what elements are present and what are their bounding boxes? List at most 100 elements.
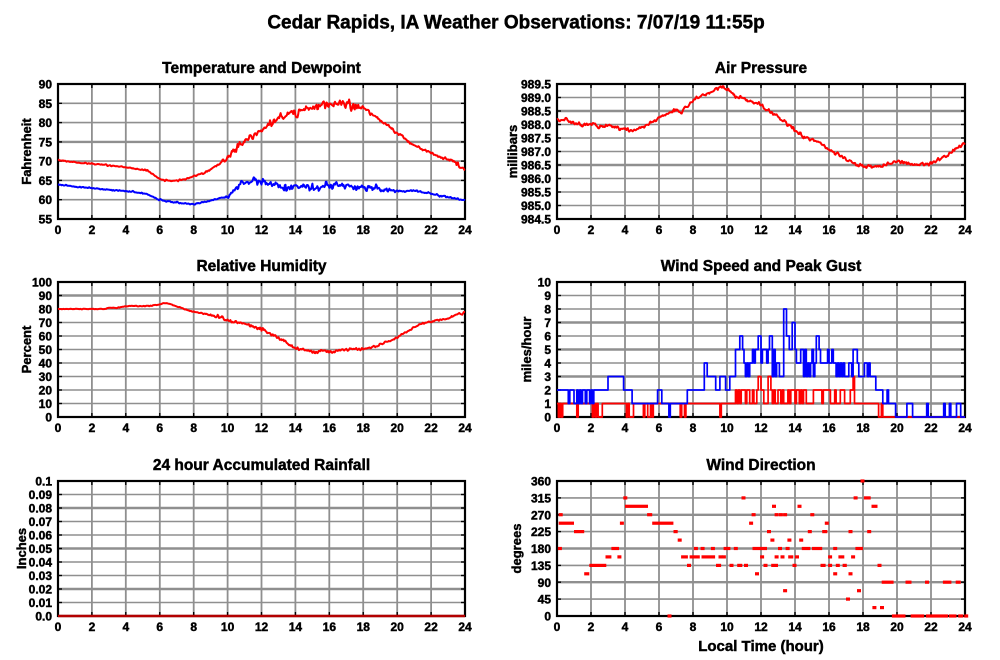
svg-text:20: 20 [890, 620, 904, 634]
svg-text:60: 60 [39, 330, 53, 344]
svg-text:0: 0 [544, 610, 551, 624]
svg-text:14: 14 [788, 421, 802, 435]
svg-text:0.06: 0.06 [29, 529, 53, 543]
svg-text:0: 0 [554, 223, 561, 237]
svg-text:65: 65 [39, 174, 53, 188]
svg-text:3: 3 [544, 370, 551, 384]
svg-text:Relative Humidity: Relative Humidity [196, 258, 326, 275]
svg-text:2: 2 [588, 223, 595, 237]
svg-text:7: 7 [544, 316, 551, 330]
svg-text:80: 80 [39, 303, 53, 317]
svg-text:18: 18 [357, 421, 371, 435]
svg-text:315: 315 [531, 491, 551, 505]
svg-text:75: 75 [39, 135, 53, 149]
svg-text:miles/hour: miles/hour [519, 317, 534, 383]
svg-text:55: 55 [39, 213, 53, 227]
svg-text:0.07: 0.07 [29, 515, 53, 529]
svg-text:6: 6 [156, 421, 163, 435]
svg-text:16: 16 [323, 421, 337, 435]
svg-text:10: 10 [720, 620, 734, 634]
svg-text:2: 2 [89, 620, 96, 634]
svg-text:360: 360 [531, 475, 551, 489]
svg-text:Wind Direction: Wind Direction [706, 457, 815, 474]
svg-text:6: 6 [656, 620, 663, 634]
svg-text:14: 14 [788, 620, 802, 634]
svg-text:986.5: 986.5 [521, 159, 551, 173]
svg-text:16: 16 [822, 620, 836, 634]
svg-text:degrees: degrees [509, 524, 524, 574]
svg-text:18: 18 [357, 223, 371, 237]
svg-text:30: 30 [39, 370, 53, 384]
svg-text:Cedar Rapids, IA Weather Obser: Cedar Rapids, IA Weather Observations: 7… [267, 13, 764, 34]
svg-text:8: 8 [190, 421, 197, 435]
svg-text:10: 10 [221, 421, 235, 435]
svg-text:6: 6 [156, 620, 163, 634]
svg-text:0.0: 0.0 [35, 610, 52, 624]
svg-text:2: 2 [588, 620, 595, 634]
svg-text:14: 14 [289, 421, 303, 435]
svg-text:0: 0 [554, 421, 561, 435]
svg-text:24: 24 [458, 223, 472, 237]
svg-text:4: 4 [122, 223, 129, 237]
svg-text:12: 12 [255, 620, 269, 634]
svg-text:90: 90 [39, 289, 53, 303]
svg-text:8: 8 [190, 223, 197, 237]
svg-text:0.08: 0.08 [29, 502, 53, 516]
svg-text:90: 90 [538, 576, 552, 590]
svg-text:8: 8 [690, 620, 697, 634]
svg-text:8: 8 [690, 223, 697, 237]
svg-text:18: 18 [856, 223, 870, 237]
svg-text:987.5: 987.5 [521, 132, 551, 146]
svg-text:0.01: 0.01 [29, 596, 53, 610]
svg-text:1: 1 [544, 397, 551, 411]
svg-text:70: 70 [39, 316, 53, 330]
svg-text:22: 22 [924, 223, 938, 237]
svg-text:20: 20 [390, 421, 404, 435]
svg-text:6: 6 [156, 223, 163, 237]
svg-text:0: 0 [55, 223, 62, 237]
svg-text:50: 50 [39, 343, 53, 357]
svg-text:14: 14 [289, 223, 303, 237]
svg-text:4: 4 [622, 620, 629, 634]
svg-text:18: 18 [856, 620, 870, 634]
svg-text:Wind Speed and Peak Gust: Wind Speed and Peak Gust [661, 258, 862, 275]
svg-text:0: 0 [554, 620, 561, 634]
svg-text:60: 60 [39, 193, 53, 207]
svg-text:12: 12 [255, 421, 269, 435]
svg-text:985.0: 985.0 [521, 199, 551, 213]
svg-text:10: 10 [538, 276, 552, 290]
svg-text:22: 22 [424, 223, 438, 237]
svg-text:22: 22 [924, 620, 938, 634]
svg-text:270: 270 [531, 508, 551, 522]
svg-text:988.5: 988.5 [521, 105, 551, 119]
svg-text:0.09: 0.09 [29, 488, 53, 502]
svg-text:12: 12 [754, 223, 768, 237]
svg-text:45: 45 [538, 593, 552, 607]
svg-text:10: 10 [221, 223, 235, 237]
svg-text:5: 5 [544, 343, 551, 357]
svg-text:18: 18 [856, 421, 870, 435]
svg-text:8: 8 [544, 303, 551, 317]
svg-text:0.05: 0.05 [29, 542, 53, 556]
svg-text:100: 100 [32, 276, 52, 290]
svg-text:0: 0 [55, 620, 62, 634]
svg-text:4: 4 [544, 357, 551, 371]
svg-text:0: 0 [544, 411, 551, 425]
svg-text:9: 9 [544, 289, 551, 303]
svg-text:984.5: 984.5 [521, 213, 551, 227]
svg-text:85: 85 [39, 97, 53, 111]
svg-text:24: 24 [458, 421, 472, 435]
svg-text:12: 12 [754, 620, 768, 634]
svg-text:16: 16 [822, 223, 836, 237]
svg-text:24 hour Accumulated Rainfall: 24 hour Accumulated Rainfall [153, 457, 370, 474]
svg-text:0.1: 0.1 [35, 475, 52, 489]
svg-text:16: 16 [323, 223, 337, 237]
svg-text:4: 4 [122, 421, 129, 435]
svg-text:millibars: millibars [505, 125, 520, 178]
svg-text:2: 2 [89, 421, 96, 435]
svg-text:12: 12 [754, 421, 768, 435]
svg-text:40: 40 [39, 357, 53, 371]
svg-text:22: 22 [424, 421, 438, 435]
svg-text:2: 2 [588, 421, 595, 435]
svg-text:0: 0 [45, 411, 52, 425]
